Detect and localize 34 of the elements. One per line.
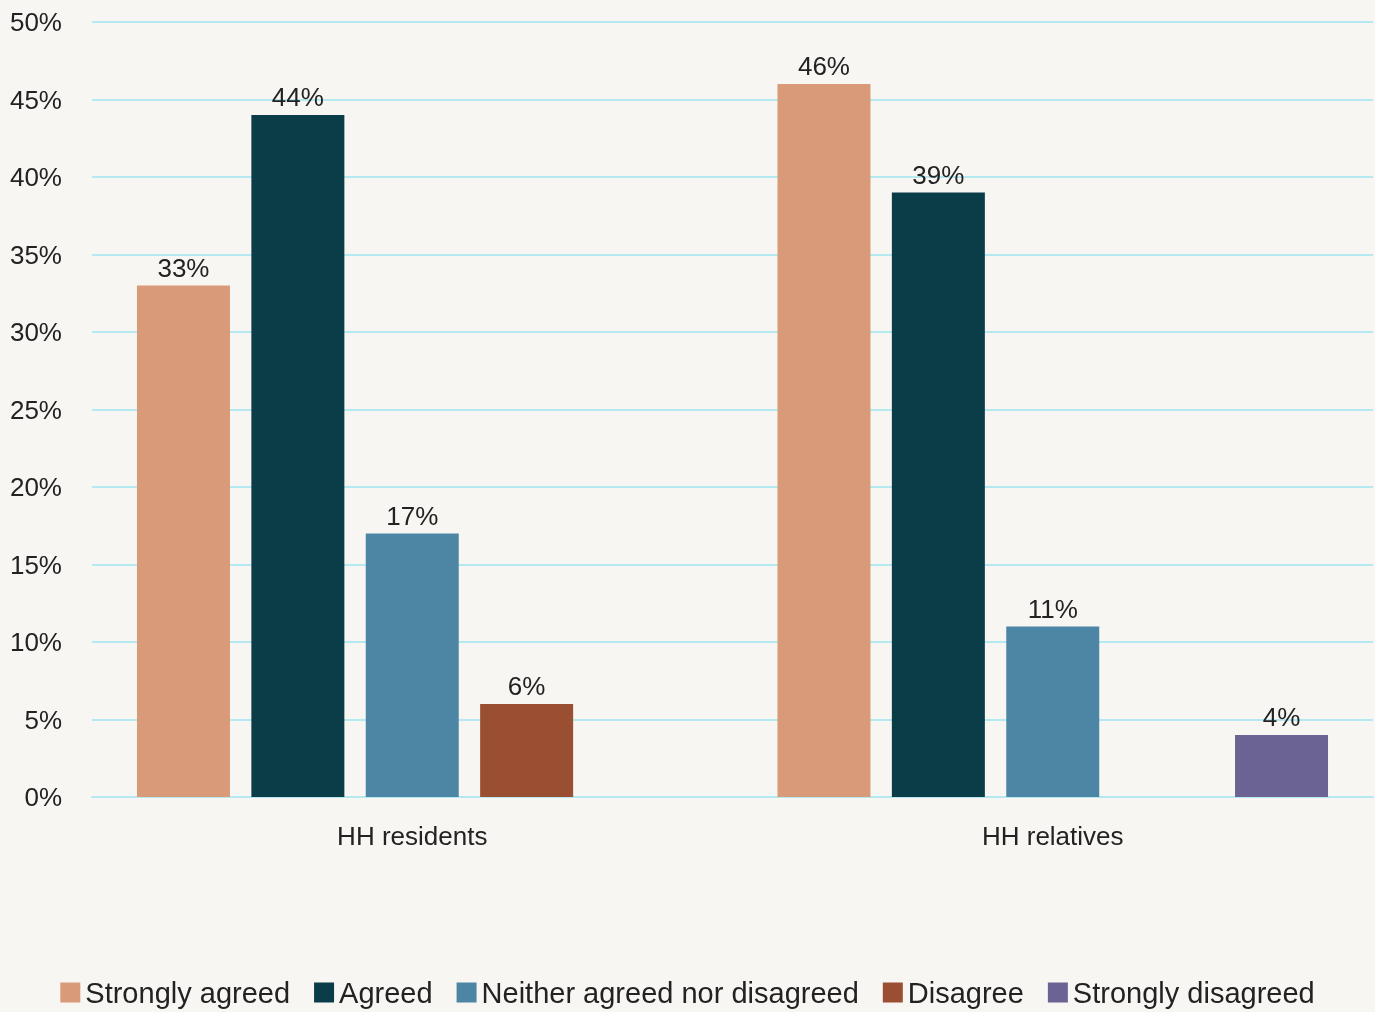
- y-tick-label: 35%: [9, 239, 62, 270]
- bar: [365, 533, 459, 797]
- bar: [251, 115, 345, 797]
- data-label: 11%: [1027, 593, 1078, 624]
- data-label: 46%: [797, 51, 850, 81]
- legend-label: Agreed: [339, 976, 433, 1009]
- bar: [1006, 626, 1100, 797]
- data-label: 44%: [271, 82, 324, 112]
- y-tick-label: 30%: [9, 317, 62, 347]
- data-label: 17%: [386, 500, 439, 531]
- y-tick-label: 25%: [9, 394, 62, 425]
- legend-label: Strongly disagreed: [1072, 976, 1315, 1009]
- y-tick-label: 5%: [24, 704, 62, 735]
- legend-label: Disagree: [907, 976, 1024, 1009]
- x-tick-label: HH relatives: [981, 821, 1124, 851]
- y-tick-label: 50%: [9, 7, 62, 37]
- data-label: 39%: [912, 159, 965, 190]
- bar: [777, 84, 871, 797]
- x-tick-label: HH residents: [337, 821, 488, 851]
- bar: [1235, 735, 1329, 797]
- y-tick-label: 15%: [9, 549, 62, 580]
- legend-label: Neither agreed nor disagreed: [481, 976, 859, 1009]
- bar: [480, 704, 574, 797]
- bar: [891, 192, 985, 797]
- data-label: 6%: [507, 671, 546, 701]
- bar: [136, 285, 230, 797]
- y-tick-label: 40%: [9, 162, 62, 192]
- y-tick-label: 10%: [9, 627, 62, 657]
- y-tick-label: 45%: [9, 84, 62, 115]
- data-label: 33%: [157, 252, 210, 283]
- y-tick-label: 20%: [9, 472, 62, 502]
- y-tick-label: 0%: [24, 782, 62, 812]
- data-label: 4%: [1262, 702, 1301, 732]
- legend-label: Strongly agreed: [85, 976, 291, 1009]
